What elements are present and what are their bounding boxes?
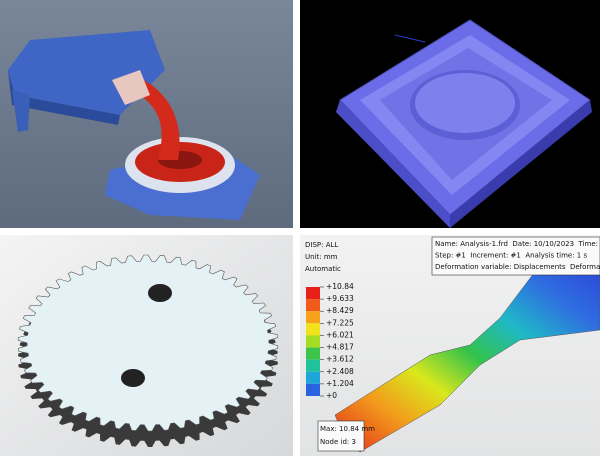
info-line: Name: Analysis-1.frd Date: 10/10/2023 Ti… [435,240,600,248]
legend-label: +2.408 [326,367,354,376]
info-line: Deformation variable: Displacements Defo… [435,263,600,271]
gear-face [17,254,279,432]
legend-swatch [306,359,320,372]
legend-label: +9.633 [326,294,354,303]
legend-label: +4.817 [326,343,354,352]
gear-panel [0,235,293,456]
legend-swatch [306,299,320,312]
max-node: Node id: 3 [320,438,356,446]
gear-hole [121,369,145,387]
max-value: Max: 10.84 mm [320,425,375,433]
legend-swatch [306,323,320,336]
result-panel: DISP: ALL Unit: mm Automatic +10.84 +9.633 +8… [300,235,600,456]
legend-label: +6.021 [326,330,354,339]
legend-title: DISP: ALL [305,241,338,249]
legend-label: +1.204 [326,379,354,388]
legend-label: +7.225 [326,318,354,327]
gear-hole [148,284,172,302]
legend-swatch [306,347,320,360]
legend-swatch [306,335,320,348]
legend-swatch [306,287,320,300]
legend-label: +3.612 [326,355,354,364]
legend-label: +10.84 [326,282,354,291]
legend-swatch [306,311,320,324]
legend-label: +8.429 [326,306,354,315]
tray-panel [300,0,600,228]
info-line: Step: #1 Increment: #1 Analysis time: 1 … [435,252,587,260]
legend-swatch [306,371,320,384]
legend-swatch [306,383,320,396]
legend-mode: Automatic [305,265,341,273]
legend-unit: Unit: mm [305,253,338,261]
legend-label: +0 [326,391,337,400]
flow-panel [0,0,293,228]
